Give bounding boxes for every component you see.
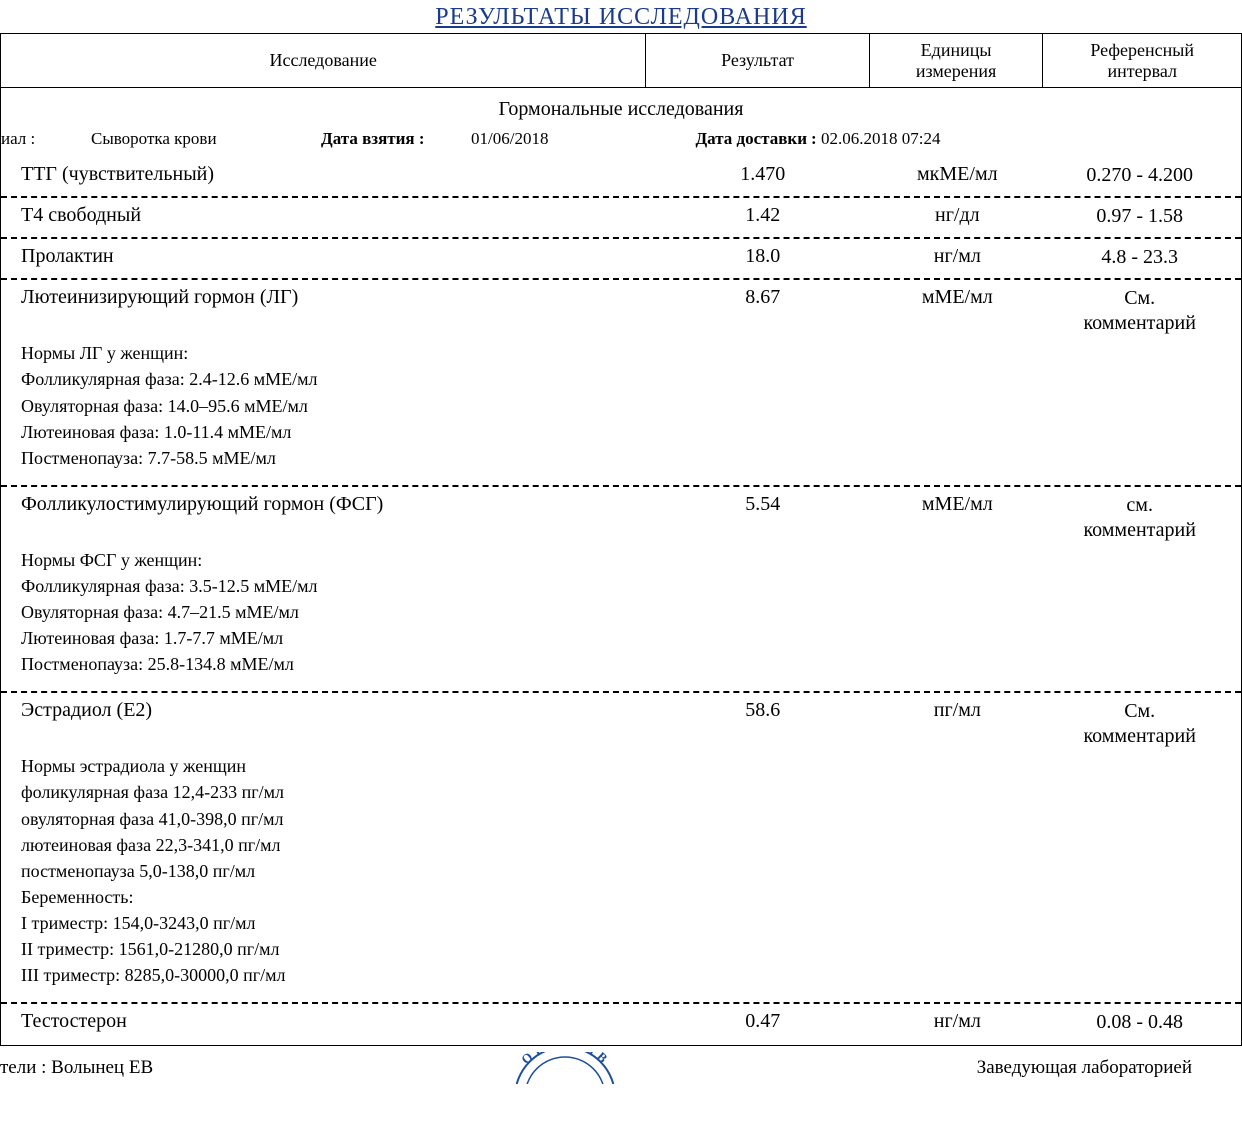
- result-row: Т4 свободный1.42нг/дл0.97 - 1.58: [1, 198, 1241, 239]
- header-test: Исследование: [1, 34, 646, 88]
- test-units: мМЕ/мл: [872, 286, 1042, 309]
- test-result: 8.67: [653, 286, 872, 309]
- test-name: ТТГ (чувствительный): [21, 163, 653, 186]
- result-row-grid: ТТГ (чувствительный)1.470мкМЕ/мл0.270 - …: [1, 157, 1241, 190]
- section-title: Гормональные исследования: [1, 88, 1241, 125]
- test-units: пг/мл: [872, 699, 1042, 722]
- header-units: Единицы измерения: [869, 34, 1043, 88]
- test-result: 0.47: [653, 1010, 872, 1033]
- test-units: нг/мл: [872, 1010, 1042, 1033]
- test-reference: 0.08 - 0.48: [1042, 1010, 1237, 1035]
- result-row-grid: Пролактин18.0нг/мл4.8 - 23.3: [1, 239, 1241, 272]
- meta-line: иал : Сыворотка крови Дата взятия : 01/0…: [1, 125, 1241, 157]
- sample-date-label: Дата взятия :: [321, 129, 471, 149]
- result-row: Фолликулостимулирующий гормон (ФСГ)5.54м…: [1, 487, 1241, 693]
- sample-date-value: 01/06/2018: [471, 129, 651, 149]
- svg-text:ОТВЕТСТВ: ОТВЕТСТВ: [518, 1052, 612, 1067]
- test-result: 58.6: [653, 699, 872, 722]
- test-name: Пролактин: [21, 245, 653, 268]
- delivery-colon: :: [811, 129, 821, 149]
- test-name: Лютеинизирующий гормон (ЛГ): [21, 286, 653, 309]
- test-reference: 4.8 - 23.3: [1042, 245, 1237, 270]
- test-reference: См. комментарий: [1042, 286, 1237, 336]
- test-name: Тестостерон: [21, 1010, 653, 1033]
- header-table: Исследование Результат Единицы измерения…: [0, 33, 1242, 88]
- header-row: Исследование Результат Единицы измерения…: [1, 34, 1242, 88]
- test-result: 5.54: [653, 493, 872, 516]
- test-reference: 0.270 - 4.200: [1042, 163, 1237, 188]
- test-name: Фолликулостимулирующий гормон (ФСГ): [21, 493, 653, 516]
- footer-line: тели : Волынец ЕВ ОТВЕТСТВ Заведующая ла…: [0, 1046, 1242, 1084]
- result-row: Лютеинизирующий гормон (ЛГ)8.67мМЕ/млСм.…: [1, 280, 1241, 486]
- footer-right: Заведующая лабораторией: [977, 1057, 1232, 1079]
- test-notes: Нормы ЛГ у женщин: Фолликулярная фаза: 2…: [1, 338, 1241, 478]
- result-row: Эстрадиол (Е2)58.6пг/млСм. комментарийНо…: [1, 693, 1241, 1004]
- test-reference: 0.97 - 1.58: [1042, 204, 1237, 229]
- test-notes: Нормы ФСГ у женщин: Фолликулярная фаза: …: [1, 545, 1241, 685]
- header-ref: Референсный интервал: [1043, 34, 1242, 88]
- material-value: Сыворотка крови: [91, 129, 321, 149]
- stamp-icon: ОТВЕТСТВ: [500, 1052, 630, 1084]
- footer-left: тели : Волынец ЕВ: [0, 1057, 153, 1079]
- test-units: нг/мл: [872, 245, 1042, 268]
- test-name: Эстрадиол (Е2): [21, 699, 653, 722]
- stamp-top-text: ОТВЕТСТВ: [518, 1052, 612, 1067]
- delivery-value: 02.06.2018 07:24: [821, 129, 1241, 149]
- material-label: иал :: [1, 129, 91, 149]
- delivery-label: Дата доставки: [651, 129, 811, 149]
- test-name: Т4 свободный: [21, 204, 653, 227]
- document-title: РЕЗУЛЬТАТЫ ИССЛЕДОВАНИЯ: [0, 0, 1242, 33]
- test-notes: Нормы эстрадиола у женщин фоликулярная ф…: [1, 751, 1241, 996]
- result-row: ТТГ (чувствительный)1.470мкМЕ/мл0.270 - …: [1, 157, 1241, 198]
- result-row: Тестостерон0.47нг/мл0.08 - 0.48: [1, 1004, 1241, 1043]
- test-result: 1.470: [653, 163, 872, 186]
- rows-container: ТТГ (чувствительный)1.470мкМЕ/мл0.270 - …: [1, 157, 1241, 1043]
- test-result: 1.42: [653, 204, 872, 227]
- result-row-grid: Эстрадиол (Е2)58.6пг/млСм. комментарий: [1, 693, 1241, 751]
- test-units: нг/дл: [872, 204, 1042, 227]
- test-reference: См. комментарий: [1042, 699, 1237, 749]
- test-result: 18.0: [653, 245, 872, 268]
- test-units: мкМЕ/мл: [872, 163, 1042, 186]
- test-units: мМЕ/мл: [872, 493, 1042, 516]
- header-result: Результат: [646, 34, 869, 88]
- content-wrap: Гормональные исследования иал : Сыворотк…: [0, 88, 1242, 1046]
- test-reference: см. комментарий: [1042, 493, 1237, 543]
- result-row-grid: Лютеинизирующий гормон (ЛГ)8.67мМЕ/млСм.…: [1, 280, 1241, 338]
- result-row-grid: Т4 свободный1.42нг/дл0.97 - 1.58: [1, 198, 1241, 231]
- result-row: Пролактин18.0нг/мл4.8 - 23.3: [1, 239, 1241, 280]
- result-row-grid: Фолликулостимулирующий гормон (ФСГ)5.54м…: [1, 487, 1241, 545]
- result-row-grid: Тестостерон0.47нг/мл0.08 - 0.48: [1, 1004, 1241, 1037]
